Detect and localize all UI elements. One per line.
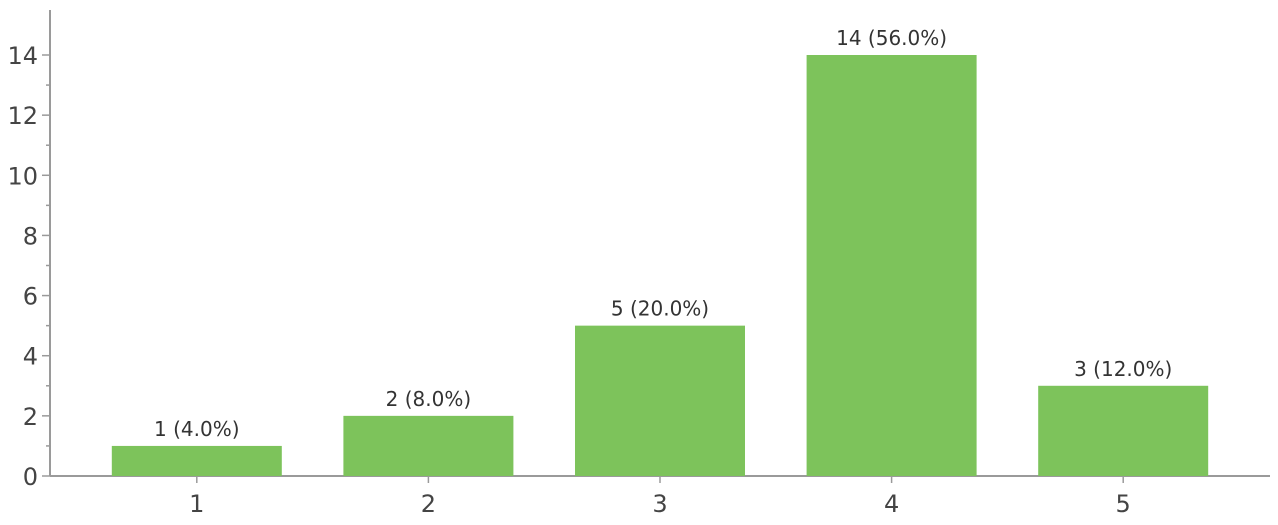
y-tick-label: 12 xyxy=(7,102,38,130)
data-label-2: 2 (8.0%) xyxy=(386,387,472,411)
x-axis: 1 2 3 4 5 xyxy=(50,475,1270,518)
y-tick-label: 2 xyxy=(23,403,38,431)
data-label-1: 1 (4.0%) xyxy=(154,417,240,441)
bar-4 xyxy=(806,55,977,476)
bar-5 xyxy=(1038,385,1209,476)
y-tick-label: 6 xyxy=(23,283,38,311)
bar-2 xyxy=(343,415,514,476)
x-tick-label: 5 xyxy=(1116,490,1131,518)
data-labels: 1 (4.0%) 2 (8.0%) 5 (20.0%) 14 (56.0%) 3 (12… xyxy=(154,26,1172,441)
y-tick-label: 10 xyxy=(7,162,38,190)
x-tick-label: 2 xyxy=(421,490,436,518)
x-tick-label: 1 xyxy=(189,490,204,518)
data-label-5: 3 (12.0%) xyxy=(1074,357,1172,381)
y-tick-label: 8 xyxy=(23,222,38,250)
x-tick-label: 3 xyxy=(652,490,667,518)
y-tick-label: 4 xyxy=(23,343,38,371)
y-tick-label: 14 xyxy=(7,42,38,70)
bar-1 xyxy=(111,445,282,476)
data-label-4: 14 (56.0%) xyxy=(836,26,947,50)
x-tick-label: 4 xyxy=(884,490,899,518)
data-label-3: 5 (20.0%) xyxy=(611,297,709,321)
bars xyxy=(111,55,1209,476)
bar-3 xyxy=(575,325,745,476)
y-axis: 0 2 4 6 8 10 12 14 xyxy=(7,10,51,491)
y-tick-label: 0 xyxy=(23,463,38,491)
